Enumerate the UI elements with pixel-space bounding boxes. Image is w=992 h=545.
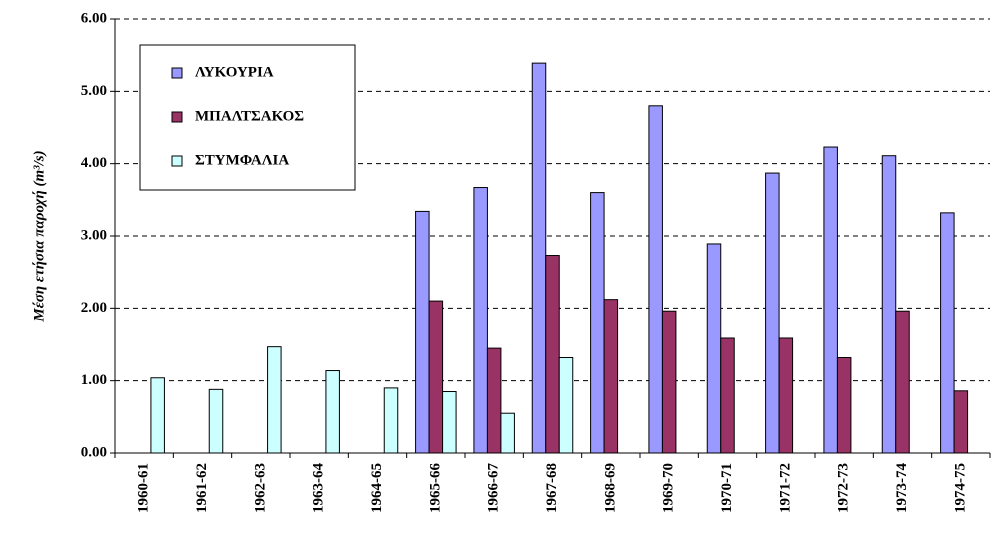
legend-label: ΛΥΚΟΥΡΙΑ <box>195 64 274 80</box>
y-axis-label: Μέση ετήσια παροχή (m³/s) <box>31 150 47 322</box>
bar <box>486 347 502 454</box>
x-tick-label: 1974-75 <box>952 463 968 513</box>
bar <box>208 388 224 454</box>
y-tick-label: 2.00 <box>81 300 107 316</box>
bar <box>558 357 574 454</box>
x-tick-label: 1964-65 <box>369 463 385 513</box>
y-tick-label: 5.00 <box>81 83 107 99</box>
x-tick-label: 1972-73 <box>836 463 852 513</box>
bar <box>473 187 488 454</box>
x-tick-label: 1960-61 <box>136 463 152 513</box>
bar <box>325 370 340 454</box>
bar <box>648 105 663 454</box>
bar <box>765 172 780 454</box>
y-tick-label: 1.00 <box>81 372 107 388</box>
x-tick-label: 1962-63 <box>252 463 268 513</box>
y-tick-label: 6.00 <box>81 10 107 26</box>
y-tick-label: 0.00 <box>81 444 107 460</box>
x-tick-label: 1969-70 <box>661 463 677 513</box>
bar <box>603 299 619 454</box>
bar <box>545 255 560 454</box>
x-tick-label: 1968-69 <box>602 463 618 513</box>
bar <box>895 310 910 454</box>
bar <box>823 146 838 454</box>
bar <box>881 155 897 454</box>
x-tick-label: 1965-66 <box>427 463 443 513</box>
y-tick-label: 3.00 <box>81 227 107 243</box>
bar <box>953 390 969 454</box>
bar <box>531 62 547 454</box>
bar <box>590 192 605 454</box>
x-tick-label: 1971-72 <box>777 463 793 513</box>
x-tick-label: 1966-67 <box>486 463 502 513</box>
legend-label: ΜΠΑΛΤΣΑΚΟΣ <box>195 108 304 124</box>
y-tick-label: 4.00 <box>81 155 107 171</box>
bar <box>500 412 515 454</box>
bar <box>706 243 722 454</box>
legend-swatch <box>171 111 183 123</box>
bar <box>720 337 735 454</box>
bar <box>415 210 430 454</box>
x-tick-label: 1961-62 <box>194 463 210 513</box>
legend-swatch <box>171 67 183 79</box>
x-tick-label: 1967-68 <box>544 463 560 513</box>
x-tick-label: 1970-71 <box>719 463 735 513</box>
bar <box>940 212 955 454</box>
bar <box>428 300 444 454</box>
bar <box>267 346 282 454</box>
x-tick-label: 1963-64 <box>311 463 327 513</box>
legend-swatch <box>171 155 183 167</box>
bar <box>150 377 165 454</box>
legend-label: ΣΤΥΜΦΑΛΙΑ <box>195 152 289 168</box>
x-tick-label: 1973-74 <box>894 463 910 513</box>
bar <box>661 310 677 454</box>
bar <box>778 337 794 454</box>
bar <box>836 357 852 454</box>
bar <box>383 387 399 454</box>
bar <box>442 391 457 454</box>
